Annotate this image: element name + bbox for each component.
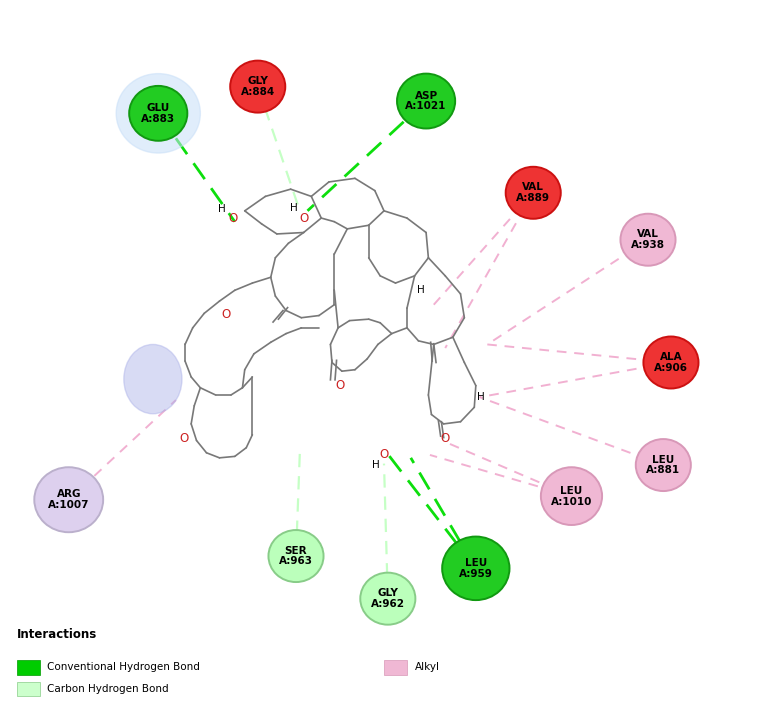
FancyBboxPatch shape [17,660,40,674]
Text: O: O [299,212,308,225]
Text: GLU
A:883: GLU A:883 [141,103,175,124]
Text: LEU
A:959: LEU A:959 [459,558,493,579]
Text: Interactions: Interactions [17,628,97,641]
Text: Carbon Hydrogen Bond: Carbon Hydrogen Bond [48,684,169,694]
Circle shape [636,439,691,491]
Circle shape [129,86,187,141]
Text: LEU
A:1010: LEU A:1010 [551,486,592,507]
Circle shape [397,74,455,128]
Text: ASP
A:1021: ASP A:1021 [406,91,447,112]
Text: VAL
A:889: VAL A:889 [516,183,550,203]
Text: ALA
A:906: ALA A:906 [654,352,688,373]
Circle shape [621,214,676,266]
Text: O: O [179,432,188,445]
Text: H: H [290,203,297,213]
Circle shape [541,467,602,525]
FancyBboxPatch shape [17,682,40,696]
Text: SER
A:963: SER A:963 [279,546,313,566]
Text: O: O [229,212,238,225]
FancyBboxPatch shape [384,660,407,674]
Text: O: O [441,432,450,445]
Text: ARG
A:1007: ARG A:1007 [48,489,90,510]
Text: H: H [417,285,425,295]
Circle shape [116,74,200,153]
Circle shape [35,467,103,532]
Text: GLY
A:962: GLY A:962 [371,588,405,609]
Text: O: O [335,379,344,392]
Circle shape [442,536,509,600]
Circle shape [360,573,415,625]
Circle shape [230,61,285,112]
Text: O: O [221,307,230,320]
Text: GLY
A:884: GLY A:884 [240,76,275,97]
Text: Conventional Hydrogen Bond: Conventional Hydrogen Bond [48,662,200,672]
Circle shape [505,167,561,219]
Text: VAL
A:938: VAL A:938 [631,229,665,250]
Text: LEU
A:881: LEU A:881 [646,455,680,476]
Text: H: H [218,204,226,214]
Text: O: O [379,449,389,461]
Circle shape [644,336,699,389]
Text: H: H [372,460,380,470]
Ellipse shape [124,344,182,414]
Circle shape [269,530,323,582]
Text: Alkyl: Alkyl [415,662,439,672]
Text: H: H [477,392,485,402]
